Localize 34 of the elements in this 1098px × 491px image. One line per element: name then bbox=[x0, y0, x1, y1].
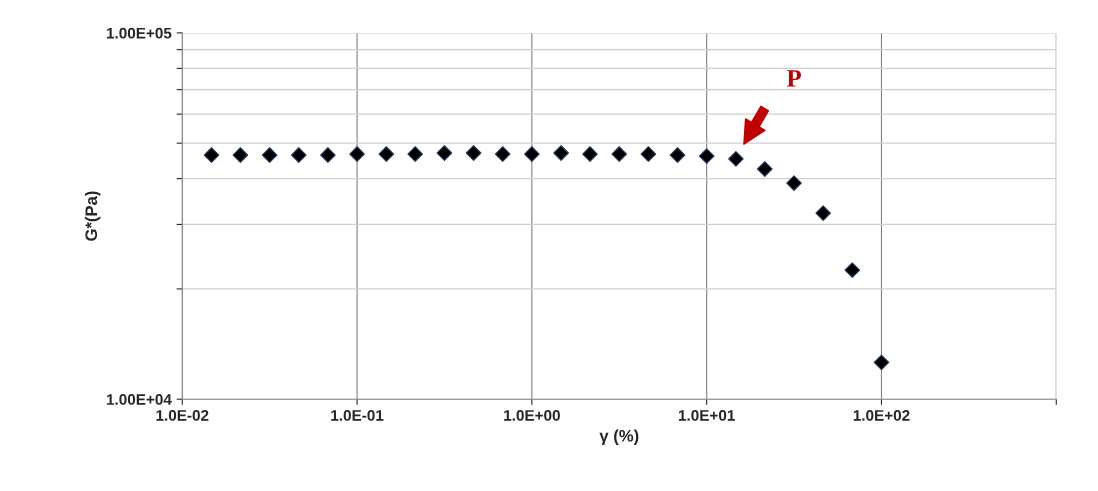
point bbox=[261, 147, 278, 163]
point bbox=[669, 147, 686, 163]
point bbox=[815, 205, 832, 222]
y-tick-label: 1.00E+04 bbox=[106, 394, 172, 405]
annotation: P bbox=[786, 70, 801, 87]
point bbox=[756, 161, 773, 177]
x-tick-label: 1.0E+02 bbox=[853, 410, 910, 421]
point bbox=[349, 146, 365, 162]
point bbox=[640, 146, 657, 162]
x-tick-label: 1.0E+00 bbox=[504, 410, 560, 421]
point bbox=[203, 147, 220, 163]
point bbox=[494, 146, 511, 162]
point bbox=[698, 148, 715, 164]
y-axis-title: G*(Pa) bbox=[84, 191, 101, 241]
point bbox=[290, 147, 307, 163]
point bbox=[786, 175, 802, 191]
x-axis-title: γ (%) bbox=[599, 429, 639, 445]
point bbox=[524, 146, 540, 162]
x-tick-label: 1.0E-02 bbox=[156, 410, 209, 421]
point bbox=[320, 147, 336, 163]
x-tick-label: 1.0E+01 bbox=[678, 410, 735, 421]
point bbox=[436, 145, 453, 161]
point bbox=[465, 145, 482, 161]
point bbox=[844, 262, 861, 279]
point bbox=[873, 354, 890, 371]
x-tick-label: 1.0E-01 bbox=[331, 410, 384, 421]
point bbox=[407, 146, 424, 162]
point bbox=[582, 146, 598, 162]
point bbox=[553, 145, 569, 161]
point bbox=[611, 146, 628, 162]
point bbox=[232, 147, 249, 163]
point bbox=[378, 146, 395, 162]
y-tick-label: 1.00E+05 bbox=[106, 27, 172, 39]
point bbox=[728, 151, 744, 167]
